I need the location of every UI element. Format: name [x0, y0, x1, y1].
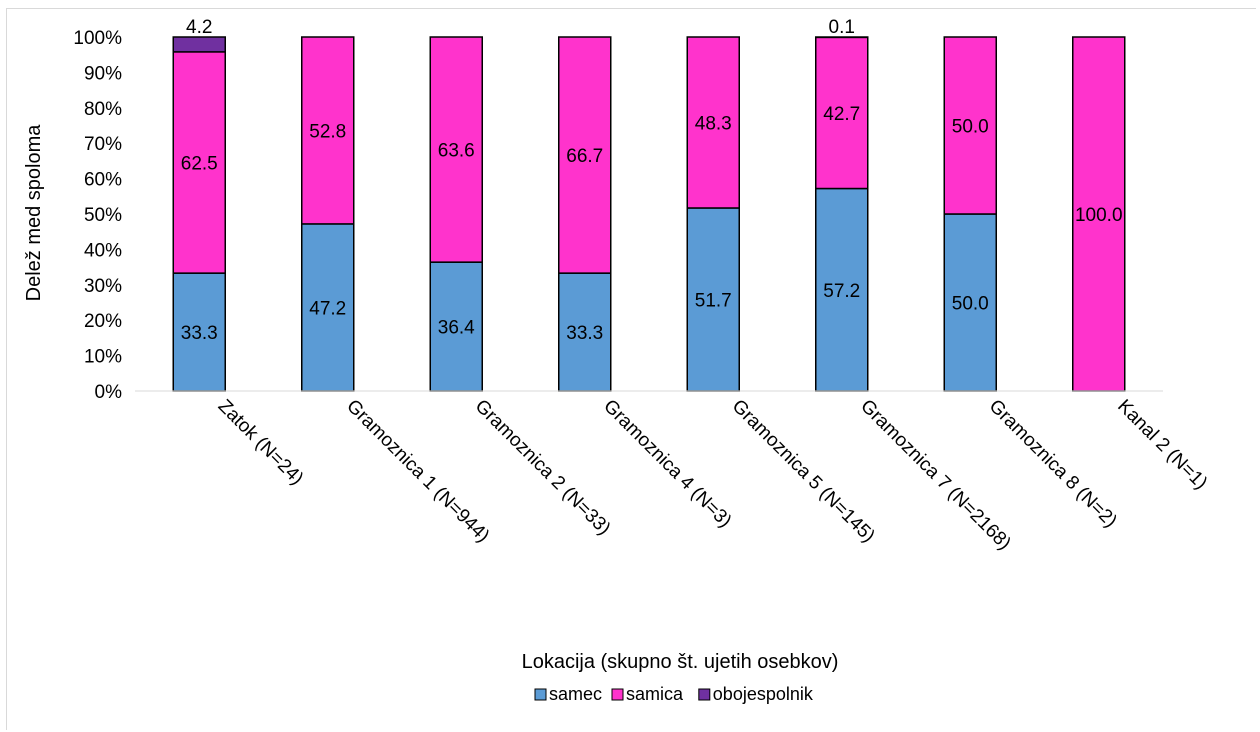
x-tick-label: Kanal 2 (N=1) [1113, 396, 1211, 494]
y-tick-label: 30% [84, 276, 122, 297]
legend-swatch-samec [534, 688, 547, 701]
data-label: 57.2 [823, 281, 860, 302]
data-label: 66.7 [566, 146, 603, 167]
y-tick-label: 40% [84, 240, 122, 261]
bar-segment-samec [686, 207, 740, 392]
data-label: 63.6 [438, 141, 475, 162]
y-tick-label: 50% [84, 205, 122, 226]
data-label: 42.7 [823, 104, 860, 125]
data-label: 33.3 [566, 323, 603, 344]
bar-segment-samica [686, 36, 740, 209]
data-label: 47.2 [309, 298, 346, 319]
y-tick-label: 10% [84, 347, 122, 368]
x-axis-ticks: Zatok (N=24) Gramoznica 1 (N=944)Gramozni… [214, 396, 1212, 555]
y-tick-label: 60% [84, 170, 122, 191]
bar-segment-samica [943, 36, 997, 215]
y-tick-label: 90% [84, 63, 122, 84]
bars: 33.3 62.5 4.2 47.2 52.8 36.4 63.6 33.3 66.7 51.7 4… [172, 17, 1126, 392]
data-label: 52.8 [309, 121, 346, 142]
x-tick-label: Zatok (N=24) [214, 396, 308, 490]
data-label: 4.2 [186, 17, 212, 38]
legend-label-samica: samica [626, 684, 684, 704]
y-tick-label: 100% [73, 28, 122, 49]
y-tick-label: 20% [84, 311, 122, 332]
data-label: 48.3 [695, 113, 732, 134]
legend-swatch-obojespolnik [698, 688, 711, 701]
bar-segment-samica [558, 36, 612, 274]
bar-segment-samica [429, 36, 483, 263]
legend-label-obojespolnik: obojespolnik [713, 684, 814, 704]
bar-segment-samica [1072, 36, 1126, 392]
bar-segment-obojespolnik [172, 36, 226, 53]
data-label: 62.5 [181, 153, 218, 174]
x-tick-label: Gramoznica 2 (N=33) [471, 396, 615, 540]
data-label: 50.0 [952, 117, 989, 138]
x-tick-label: Gramoznica 1 (N=944) [342, 396, 493, 547]
bar-segment-samica [301, 36, 355, 225]
y-tick-label: 0% [95, 382, 123, 403]
x-axis-title: Lokacija (skupno št. ujetih osebkov) [522, 651, 839, 673]
x-tick-label: Gramoznica 5 (N=145) [728, 396, 879, 547]
legend-swatch-samica [611, 688, 624, 701]
x-tick-label: Gramoznica 8 (N=2) [985, 396, 1121, 532]
legend: samec samica obojespolnik [534, 684, 814, 704]
legend-label-samec: samec [549, 684, 602, 704]
x-tick-label: Gramoznica 4 (N=3) [599, 396, 735, 532]
bar-segment-samec [815, 187, 869, 392]
data-label: 36.4 [438, 318, 475, 339]
y-tick-label: 80% [84, 99, 122, 120]
bar-segment-samec [943, 213, 997, 392]
data-label: 51.7 [695, 290, 732, 311]
data-label: 100.0 [1075, 205, 1123, 226]
data-label: 0.1 [829, 17, 855, 38]
y-axis-title: Delež med spoloma [23, 124, 45, 302]
y-tick-label: 70% [84, 134, 122, 155]
bar-segment-samica [172, 51, 226, 274]
chart-frame [6, 8, 1256, 730]
data-label: 33.3 [181, 323, 218, 344]
x-tick-label: Gramoznica 7 (N=2168) [856, 396, 1015, 555]
y-axis-ticks: 0% 10% 20% 30% 40% 50% 60% 70% 80% 90% 100% [73, 28, 122, 403]
data-label: 50.0 [952, 294, 989, 315]
